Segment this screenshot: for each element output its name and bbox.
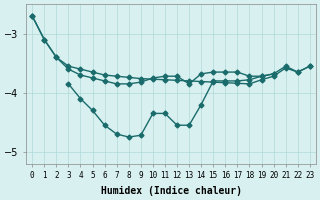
X-axis label: Humidex (Indice chaleur): Humidex (Indice chaleur) — [100, 186, 242, 196]
